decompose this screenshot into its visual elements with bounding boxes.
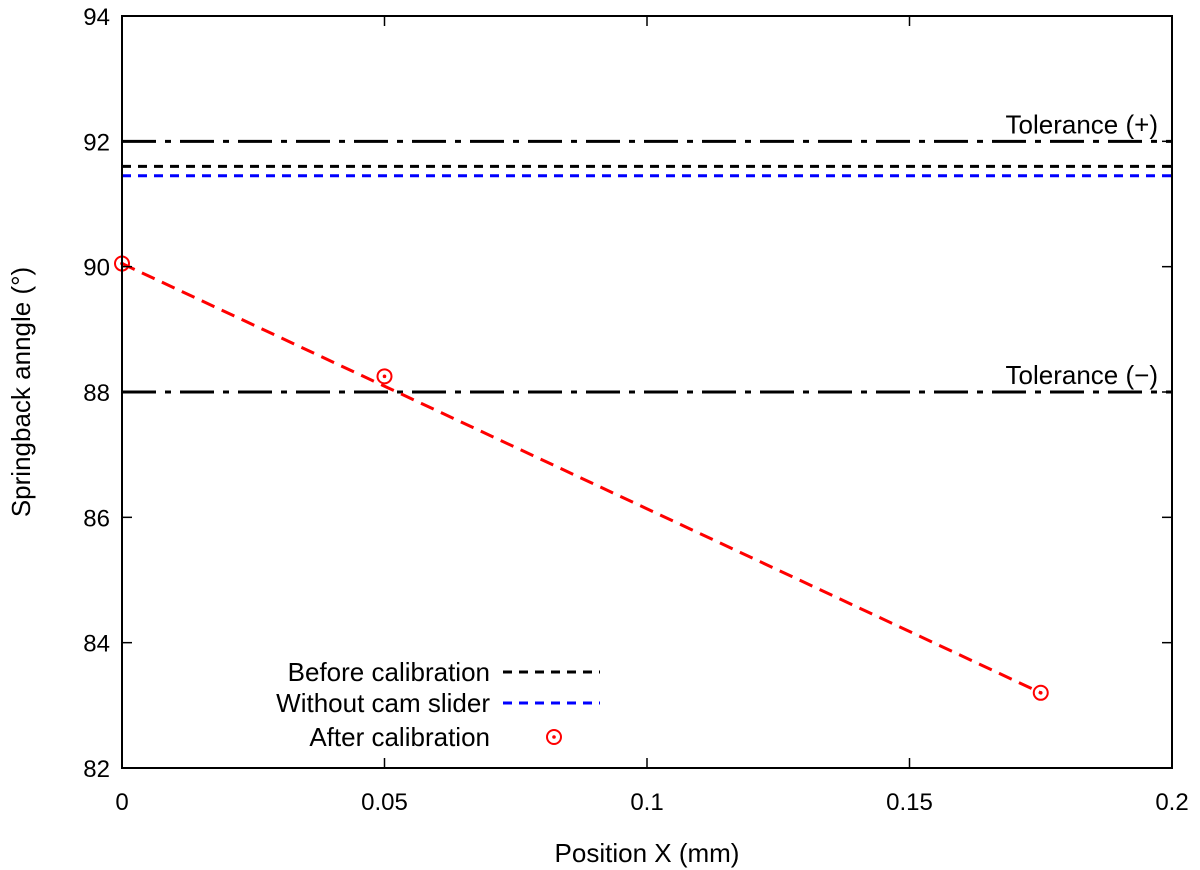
data-point-marker (1032, 684, 1049, 701)
x-tick-label: 0.15 (886, 789, 933, 816)
data-point-center (1038, 691, 1043, 695)
legend-label: After calibration (309, 722, 490, 752)
x-tick-label: 0.1 (630, 789, 663, 816)
tolerance-annotation: Tolerance (+) (1006, 109, 1158, 139)
y-tick-label: 82 (83, 756, 110, 783)
legend-label: Without cam slider (276, 688, 490, 718)
legend-label: Before calibration (288, 657, 490, 687)
y-axis-label: Springback anngle (°) (6, 267, 36, 517)
y-tick-label: 84 (83, 631, 110, 658)
y-tick-label: 88 (83, 380, 110, 407)
x-tick-label: 0.2 (1155, 789, 1188, 816)
x-axis-label: Position X (mm) (555, 838, 740, 868)
y-tick-label: 94 (83, 4, 110, 31)
legend-swatch-center (552, 735, 556, 739)
data-point-marker (376, 368, 393, 385)
x-tick-label: 0.05 (361, 789, 408, 816)
x-tick-label: 0 (115, 789, 128, 816)
y-tick-label: 90 (83, 255, 110, 282)
y-tick-label: 86 (83, 505, 110, 532)
y-tick-label: 92 (83, 129, 110, 156)
trend-line (121, 262, 1042, 695)
tolerance-annotation: Tolerance (−) (1006, 360, 1158, 390)
data-point-center (382, 374, 387, 379)
legend-swatch (546, 729, 562, 745)
